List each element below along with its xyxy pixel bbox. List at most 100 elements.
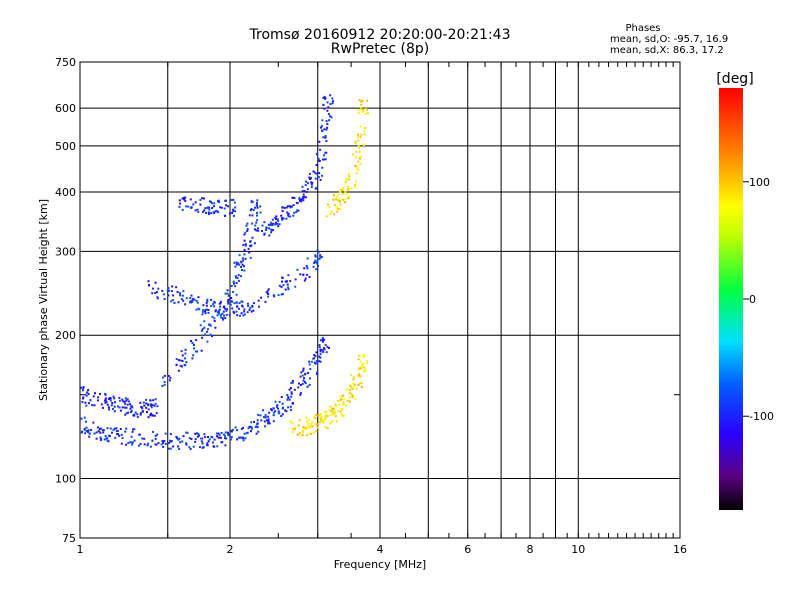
data-point bbox=[204, 310, 207, 313]
data-point bbox=[347, 197, 350, 200]
data-point bbox=[348, 175, 351, 178]
data-point bbox=[268, 234, 271, 237]
data-point bbox=[302, 367, 305, 370]
y-axis-label: Stationary phase Virtual Height [km] bbox=[37, 199, 50, 401]
data-point bbox=[147, 280, 150, 283]
data-point bbox=[306, 427, 309, 430]
data-point bbox=[237, 262, 240, 265]
data-point bbox=[268, 227, 271, 230]
data-point bbox=[328, 206, 331, 209]
data-point bbox=[314, 261, 317, 264]
data-point bbox=[102, 431, 105, 434]
y-tick-label: 500 bbox=[55, 140, 76, 153]
data-point bbox=[220, 432, 223, 434]
data-point bbox=[319, 413, 322, 416]
data-point bbox=[84, 401, 87, 404]
data-point bbox=[255, 229, 258, 232]
data-point bbox=[322, 103, 325, 106]
data-point bbox=[82, 396, 85, 399]
data-point bbox=[308, 176, 311, 179]
data-point bbox=[326, 123, 329, 125]
data-point bbox=[366, 109, 369, 112]
data-point bbox=[285, 217, 288, 220]
data-point bbox=[217, 211, 220, 214]
data-point bbox=[316, 371, 319, 374]
data-point bbox=[136, 413, 139, 416]
data-point bbox=[219, 305, 222, 308]
chart-subtitle: RwPretec (8p) bbox=[331, 41, 429, 57]
data-point bbox=[319, 356, 322, 359]
data-point bbox=[278, 400, 281, 403]
data-point bbox=[305, 420, 308, 423]
data-point bbox=[197, 296, 200, 299]
data-point bbox=[259, 414, 262, 417]
data-point bbox=[296, 209, 299, 212]
data-point bbox=[142, 401, 145, 404]
data-point bbox=[214, 326, 217, 329]
data-point bbox=[203, 326, 206, 329]
data-point bbox=[243, 248, 246, 251]
data-point bbox=[322, 136, 325, 139]
data-point bbox=[272, 414, 275, 417]
data-point bbox=[341, 189, 344, 192]
data-point bbox=[361, 110, 364, 113]
data-point bbox=[348, 400, 351, 403]
data-point bbox=[182, 299, 185, 302]
data-point bbox=[339, 410, 342, 413]
x-tick-label: 8 bbox=[527, 543, 534, 556]
data-point bbox=[134, 411, 137, 414]
data-point bbox=[156, 296, 159, 299]
colorbar-ticks: 100 0 -100 bbox=[743, 176, 774, 423]
data-point bbox=[247, 304, 250, 307]
data-point bbox=[130, 405, 133, 408]
data-point bbox=[145, 402, 148, 405]
data-point bbox=[82, 397, 85, 400]
data-point bbox=[321, 130, 324, 132]
data-point bbox=[357, 133, 360, 136]
data-point bbox=[292, 402, 294, 405]
data-point bbox=[227, 431, 229, 434]
x-tick-label: 4 bbox=[377, 543, 384, 556]
data-point bbox=[211, 335, 214, 338]
data-point bbox=[109, 399, 112, 402]
data-point bbox=[319, 178, 322, 181]
data-point bbox=[284, 409, 287, 412]
data-point bbox=[272, 222, 275, 225]
data-point bbox=[318, 360, 321, 363]
data-point bbox=[213, 205, 216, 208]
data-point bbox=[217, 200, 219, 203]
data-point bbox=[339, 208, 342, 211]
data-point bbox=[285, 280, 288, 283]
data-point bbox=[357, 160, 360, 163]
data-point bbox=[306, 267, 309, 269]
data-point bbox=[358, 382, 361, 385]
data-point bbox=[266, 290, 269, 293]
data-point bbox=[175, 435, 178, 438]
data-point bbox=[301, 190, 304, 193]
data-point bbox=[246, 228, 249, 230]
data-point bbox=[264, 416, 267, 419]
data-point bbox=[309, 178, 312, 180]
data-point bbox=[106, 403, 109, 406]
data-point bbox=[204, 309, 207, 312]
data-point bbox=[329, 413, 332, 416]
data-point bbox=[184, 303, 187, 306]
data-point bbox=[348, 389, 351, 392]
data-point bbox=[331, 410, 334, 413]
data-point bbox=[219, 314, 222, 317]
data-point bbox=[256, 199, 259, 202]
data-point bbox=[122, 400, 125, 403]
data-point bbox=[203, 209, 206, 212]
data-point bbox=[219, 206, 222, 209]
data-point bbox=[274, 400, 277, 403]
data-point bbox=[334, 403, 337, 406]
data-point bbox=[243, 239, 246, 242]
data-point bbox=[301, 374, 304, 377]
data-point bbox=[164, 432, 167, 435]
data-point bbox=[310, 183, 313, 186]
data-point bbox=[195, 339, 198, 342]
data-point bbox=[214, 310, 217, 313]
data-point bbox=[362, 353, 365, 356]
data-point bbox=[317, 414, 319, 417]
data-point bbox=[292, 214, 295, 217]
